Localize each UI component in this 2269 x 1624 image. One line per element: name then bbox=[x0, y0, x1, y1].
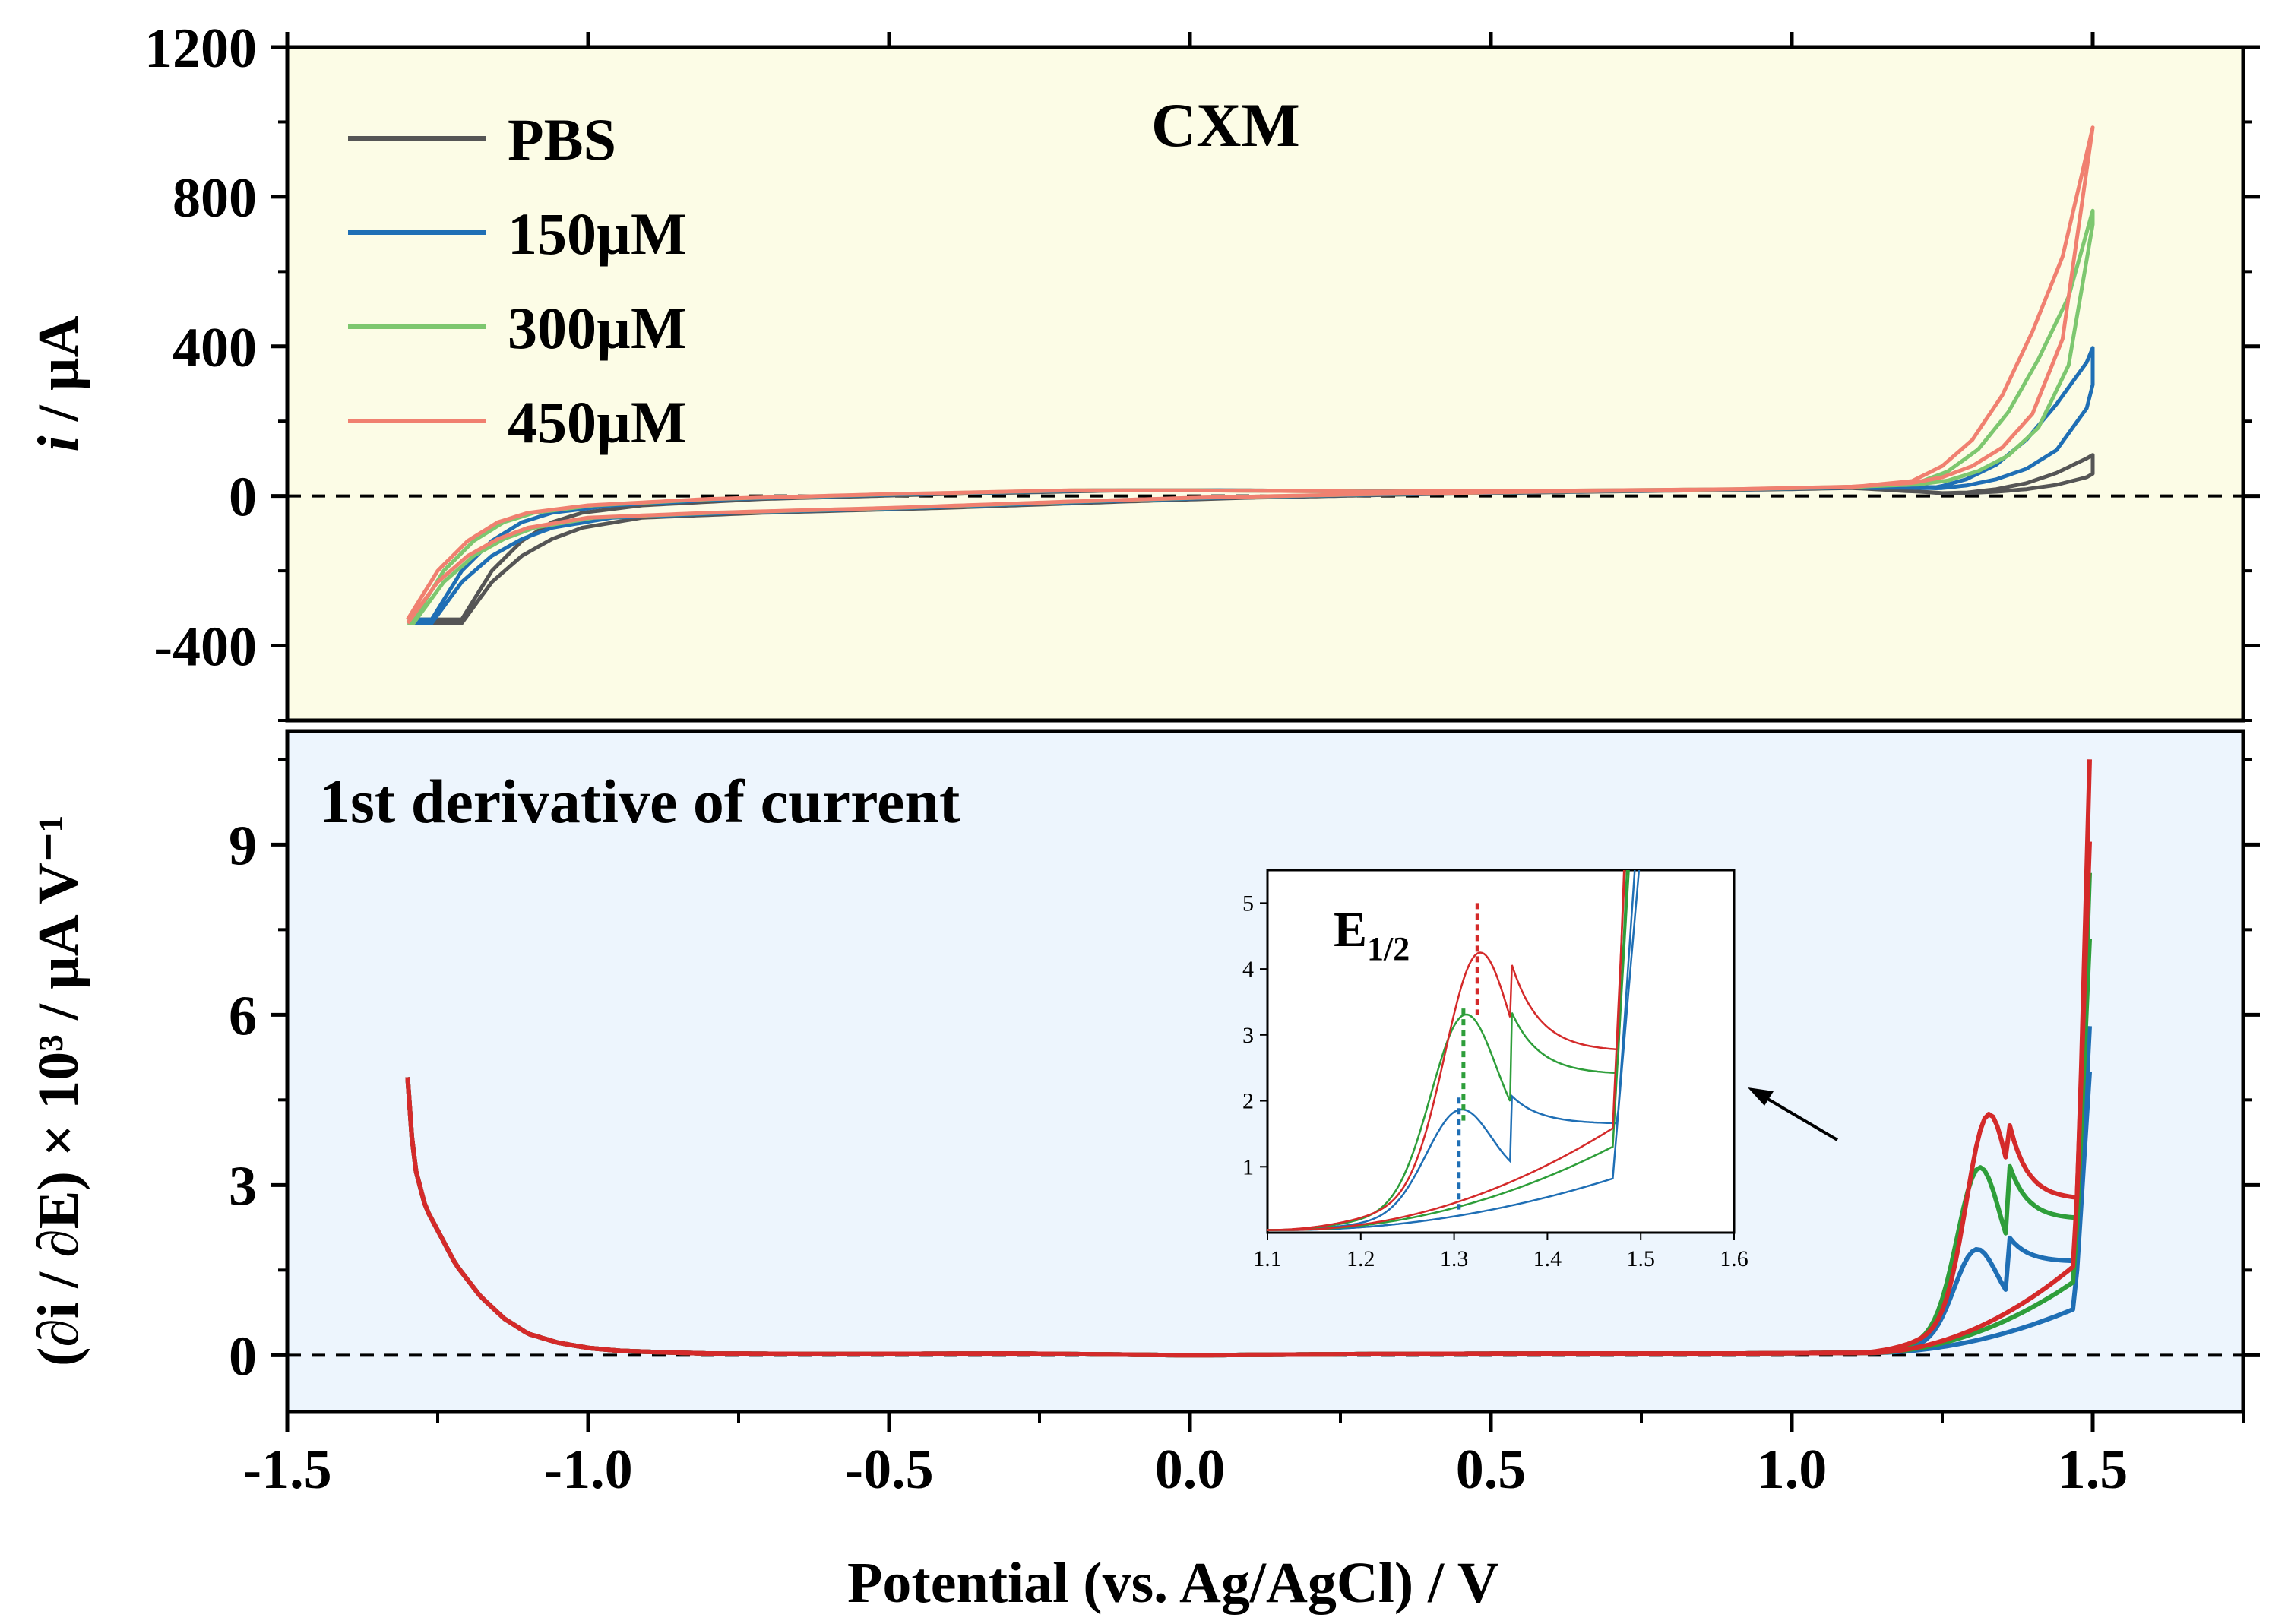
top-panel-curves bbox=[287, 125, 2243, 625]
bottom-frame bbox=[285, 729, 2245, 1414]
top-frame bbox=[285, 45, 2245, 723]
top-y-tick-label: 800 bbox=[172, 167, 257, 230]
inset-y-tick-label: 2 bbox=[1242, 1089, 1254, 1114]
inset-x-tick-label: 1.3 bbox=[1440, 1246, 1469, 1271]
top-panel-background bbox=[287, 47, 2243, 720]
bottom-y-tick-label: 6 bbox=[229, 985, 257, 1047]
inset-x-tick-label: 1.1 bbox=[1253, 1246, 1282, 1271]
top-y-axis-symbol: i bbox=[27, 435, 90, 451]
inset-y-tick-label: 1 bbox=[1242, 1154, 1254, 1179]
inset-curves bbox=[1267, 870, 1641, 1231]
inset-x-tick-label: 1.5 bbox=[1626, 1246, 1655, 1271]
bottom-y-tick-label: 3 bbox=[229, 1155, 257, 1217]
inset-frame bbox=[1266, 869, 1736, 1234]
inset-arrow bbox=[1748, 1087, 1839, 1141]
x-tick-label: 1.5 bbox=[2058, 1439, 2128, 1501]
bottom-panel-title: 1st derivative of current bbox=[319, 767, 960, 836]
inset-x-tick-label: 1.2 bbox=[1347, 1246, 1375, 1271]
inset-y-tick-label: 4 bbox=[1242, 957, 1254, 982]
e-half-label: E1/2 bbox=[1334, 902, 1410, 967]
inset-curve-return-2 bbox=[1267, 870, 1626, 1231]
legend-label: 450µM bbox=[508, 389, 687, 455]
inset-y-tick-label: 3 bbox=[1242, 1023, 1254, 1048]
legend: PBS 150µM 300µM 450µM bbox=[348, 106, 687, 455]
x-tick-label: -1.5 bbox=[242, 1439, 331, 1501]
x-tick-label: -0.5 bbox=[844, 1439, 933, 1501]
top-y-tick-label: 0 bbox=[229, 467, 257, 529]
bottom-panel-background bbox=[287, 731, 2243, 1412]
x-axis-title: Potential (vs. Ag/AgCl) / V bbox=[847, 1551, 1499, 1615]
cv-curve-3 bbox=[406, 125, 2095, 625]
x-tick-label: 0.0 bbox=[1155, 1439, 1226, 1501]
bottom-y-tick-label: 9 bbox=[229, 815, 257, 877]
bottom-y-axis-title: (∂i / ∂E) × 10³ / µA V⁻¹ bbox=[27, 815, 90, 1366]
bottom-panel-curves bbox=[287, 759, 2243, 1358]
svg-text:(∂i / ∂E) × 10³ / µA V⁻¹: (∂i / ∂E) × 10³ / µA V⁻¹ bbox=[27, 815, 90, 1366]
top-y-tick-label: 1200 bbox=[144, 17, 257, 80]
x-tick-label: 0.5 bbox=[1456, 1439, 1527, 1501]
legend-label: 300µM bbox=[508, 295, 687, 361]
top-y-tick-label: 400 bbox=[172, 317, 257, 379]
inset-x-tick-label: 1.6 bbox=[1720, 1246, 1748, 1271]
x-tick-label: -1.0 bbox=[543, 1439, 632, 1501]
inset-plot: 1.1 1.2 1.3 1.4 1.5 1.6 1 2 3 4 5 bbox=[1242, 869, 1748, 1271]
legend-label: 150µM bbox=[508, 201, 687, 267]
svg-text:i / µA: i / µA bbox=[27, 315, 90, 451]
inset-x-tick-label: 1.4 bbox=[1533, 1246, 1562, 1271]
top-y-axis-unit: / µA bbox=[27, 315, 90, 435]
x-tick-label: 1.0 bbox=[1757, 1439, 1828, 1501]
axis-ticks: -1.5 -1.0 -0.5 0.0 0.5 1.0 1.5 1200 800 400 0 -400 9… bbox=[144, 17, 2260, 1501]
plot-frames bbox=[285, 45, 2245, 1414]
inset-curve-2 bbox=[1267, 870, 1625, 1231]
top-y-axis-title: i / µA bbox=[27, 315, 90, 451]
bottom-y-tick-label: 0 bbox=[229, 1325, 257, 1388]
top-panel-title: CXM bbox=[1151, 90, 1300, 160]
derivative-curve-return-2 bbox=[405, 841, 2092, 1358]
legend-label: PBS bbox=[508, 106, 616, 173]
inset-y-tick-label: 5 bbox=[1242, 891, 1254, 916]
top-y-tick-label: -400 bbox=[153, 616, 257, 679]
